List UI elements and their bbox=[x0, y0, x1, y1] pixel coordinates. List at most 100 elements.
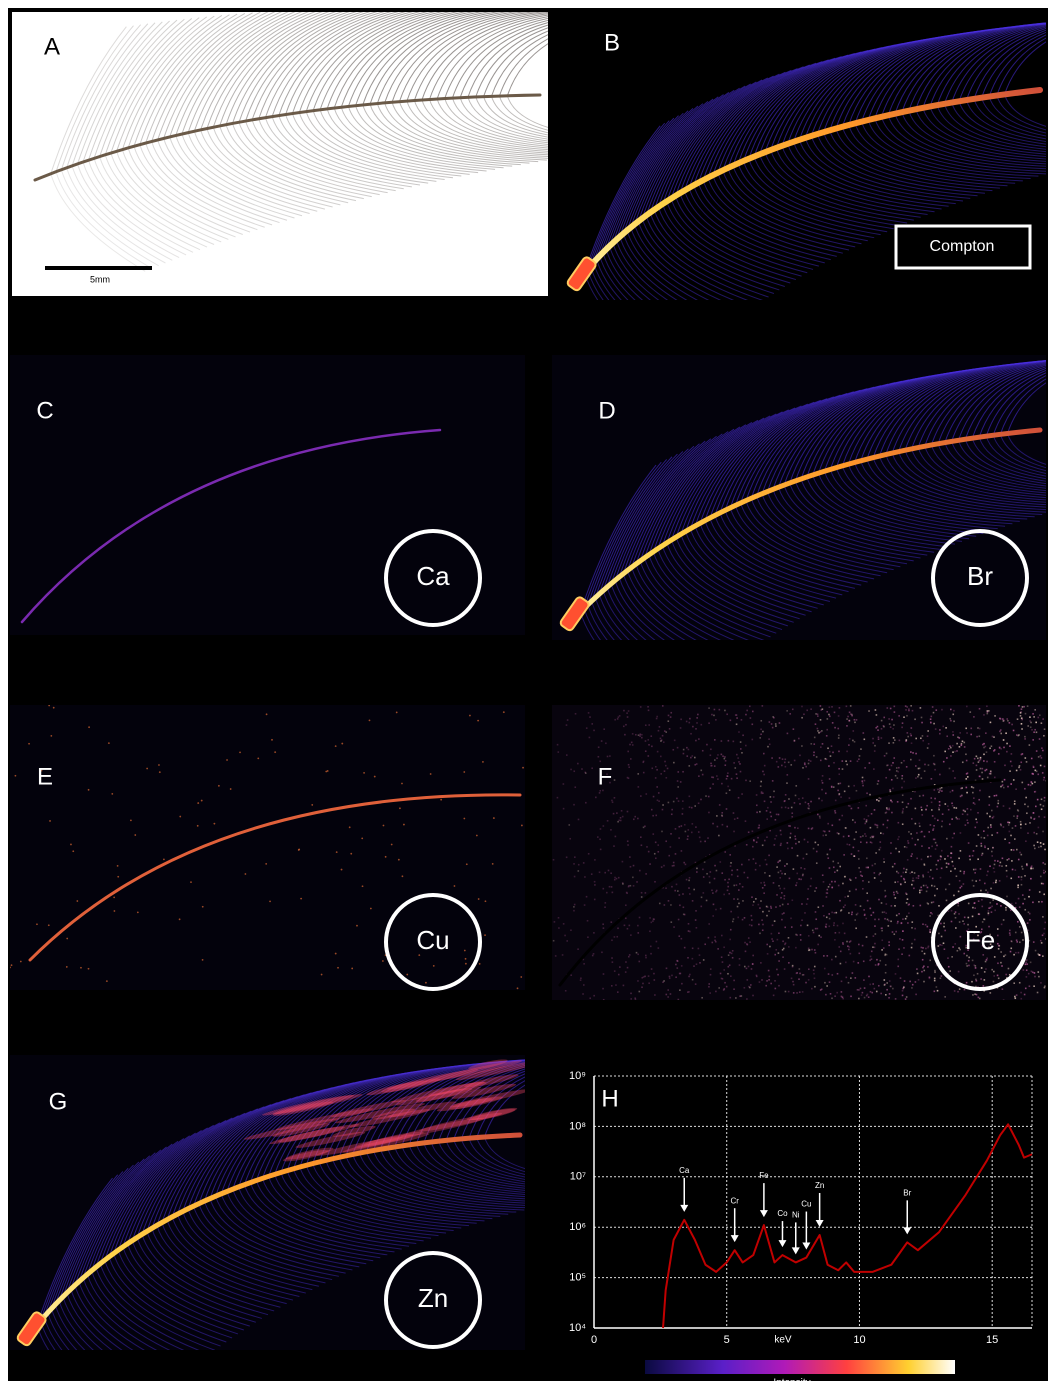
speckle bbox=[826, 889, 828, 891]
speckle bbox=[1028, 973, 1030, 975]
speckle bbox=[789, 837, 791, 839]
speckle bbox=[922, 876, 924, 878]
speckle bbox=[1037, 841, 1039, 843]
speckle bbox=[839, 932, 841, 934]
speckle bbox=[973, 787, 975, 789]
speckle bbox=[898, 851, 900, 853]
speckle bbox=[1025, 757, 1027, 759]
speckle bbox=[1022, 706, 1024, 708]
speckle bbox=[999, 747, 1001, 749]
speckle bbox=[1011, 849, 1013, 851]
speckle bbox=[993, 882, 995, 884]
speckle bbox=[583, 862, 585, 864]
speckle bbox=[885, 912, 887, 914]
speckle bbox=[733, 988, 735, 990]
element-label: Compton bbox=[930, 238, 995, 255]
speckle bbox=[926, 805, 928, 807]
x-tick-label: 15 bbox=[986, 1334, 998, 1346]
speckle bbox=[933, 712, 935, 714]
speckle bbox=[920, 737, 922, 739]
speckle bbox=[922, 923, 924, 925]
speckle bbox=[1025, 713, 1027, 715]
speckle bbox=[893, 933, 895, 935]
speckle bbox=[885, 972, 887, 974]
speckle bbox=[1009, 808, 1011, 810]
speckle bbox=[791, 816, 793, 818]
speckle bbox=[958, 947, 960, 949]
speckle bbox=[994, 871, 996, 873]
speckle bbox=[797, 827, 799, 829]
speckle bbox=[938, 807, 940, 809]
speckle bbox=[612, 801, 614, 803]
speckle bbox=[745, 951, 747, 953]
speckle bbox=[924, 953, 926, 955]
speckle bbox=[1042, 883, 1044, 885]
speckle bbox=[928, 847, 930, 849]
speckle bbox=[776, 969, 778, 971]
speckle bbox=[688, 976, 690, 978]
speckle bbox=[947, 805, 949, 807]
speckle bbox=[974, 803, 976, 805]
speckle bbox=[1014, 838, 1016, 840]
speckle bbox=[1033, 812, 1035, 814]
speckle bbox=[951, 818, 953, 820]
speckle bbox=[999, 880, 1001, 882]
speckle bbox=[890, 800, 892, 802]
speckle bbox=[675, 853, 677, 855]
speckle bbox=[924, 764, 926, 766]
speckle bbox=[636, 952, 638, 954]
speckle bbox=[938, 791, 940, 793]
speckle bbox=[901, 775, 903, 777]
speckle bbox=[826, 896, 828, 898]
speckle bbox=[649, 917, 651, 919]
speckle bbox=[1005, 974, 1007, 976]
speckle bbox=[1017, 815, 1019, 817]
speckle bbox=[708, 796, 710, 798]
speckle bbox=[850, 996, 852, 998]
panel-letter: E bbox=[37, 763, 53, 790]
speckle bbox=[641, 977, 643, 979]
speckle bbox=[1032, 783, 1034, 785]
speckle bbox=[934, 764, 936, 766]
speckle bbox=[994, 761, 996, 763]
speckle bbox=[773, 995, 775, 997]
speckle bbox=[875, 852, 877, 854]
speckle bbox=[966, 792, 968, 794]
speckle bbox=[764, 840, 766, 842]
speckle bbox=[961, 743, 963, 745]
speckle bbox=[954, 868, 956, 870]
speckle bbox=[983, 754, 985, 756]
speckle bbox=[934, 769, 936, 771]
speckle bbox=[774, 844, 776, 846]
speckle bbox=[918, 768, 920, 770]
speckle bbox=[660, 740, 662, 742]
speckle bbox=[813, 973, 815, 975]
dot bbox=[479, 963, 481, 965]
speckle bbox=[1018, 705, 1020, 707]
speckle bbox=[910, 733, 912, 735]
speckle bbox=[714, 940, 716, 942]
speckle bbox=[827, 857, 829, 859]
speckle bbox=[625, 961, 627, 963]
speckle bbox=[977, 973, 979, 975]
dot bbox=[463, 771, 465, 773]
speckle bbox=[994, 749, 996, 751]
speckle bbox=[790, 833, 792, 835]
speckle bbox=[862, 835, 864, 837]
speckle bbox=[940, 977, 942, 979]
speckle bbox=[949, 824, 951, 826]
speckle bbox=[748, 986, 750, 988]
speckle bbox=[575, 713, 577, 715]
speckle bbox=[966, 965, 968, 967]
speckle bbox=[734, 818, 736, 820]
speckle bbox=[915, 823, 917, 825]
speckle bbox=[1006, 876, 1008, 878]
dot bbox=[383, 825, 385, 827]
dot bbox=[245, 873, 247, 875]
speckle bbox=[583, 984, 585, 986]
speckle bbox=[670, 712, 672, 714]
dot bbox=[230, 788, 232, 790]
speckle bbox=[738, 731, 740, 733]
speckle bbox=[702, 869, 704, 871]
speckle bbox=[858, 953, 860, 955]
